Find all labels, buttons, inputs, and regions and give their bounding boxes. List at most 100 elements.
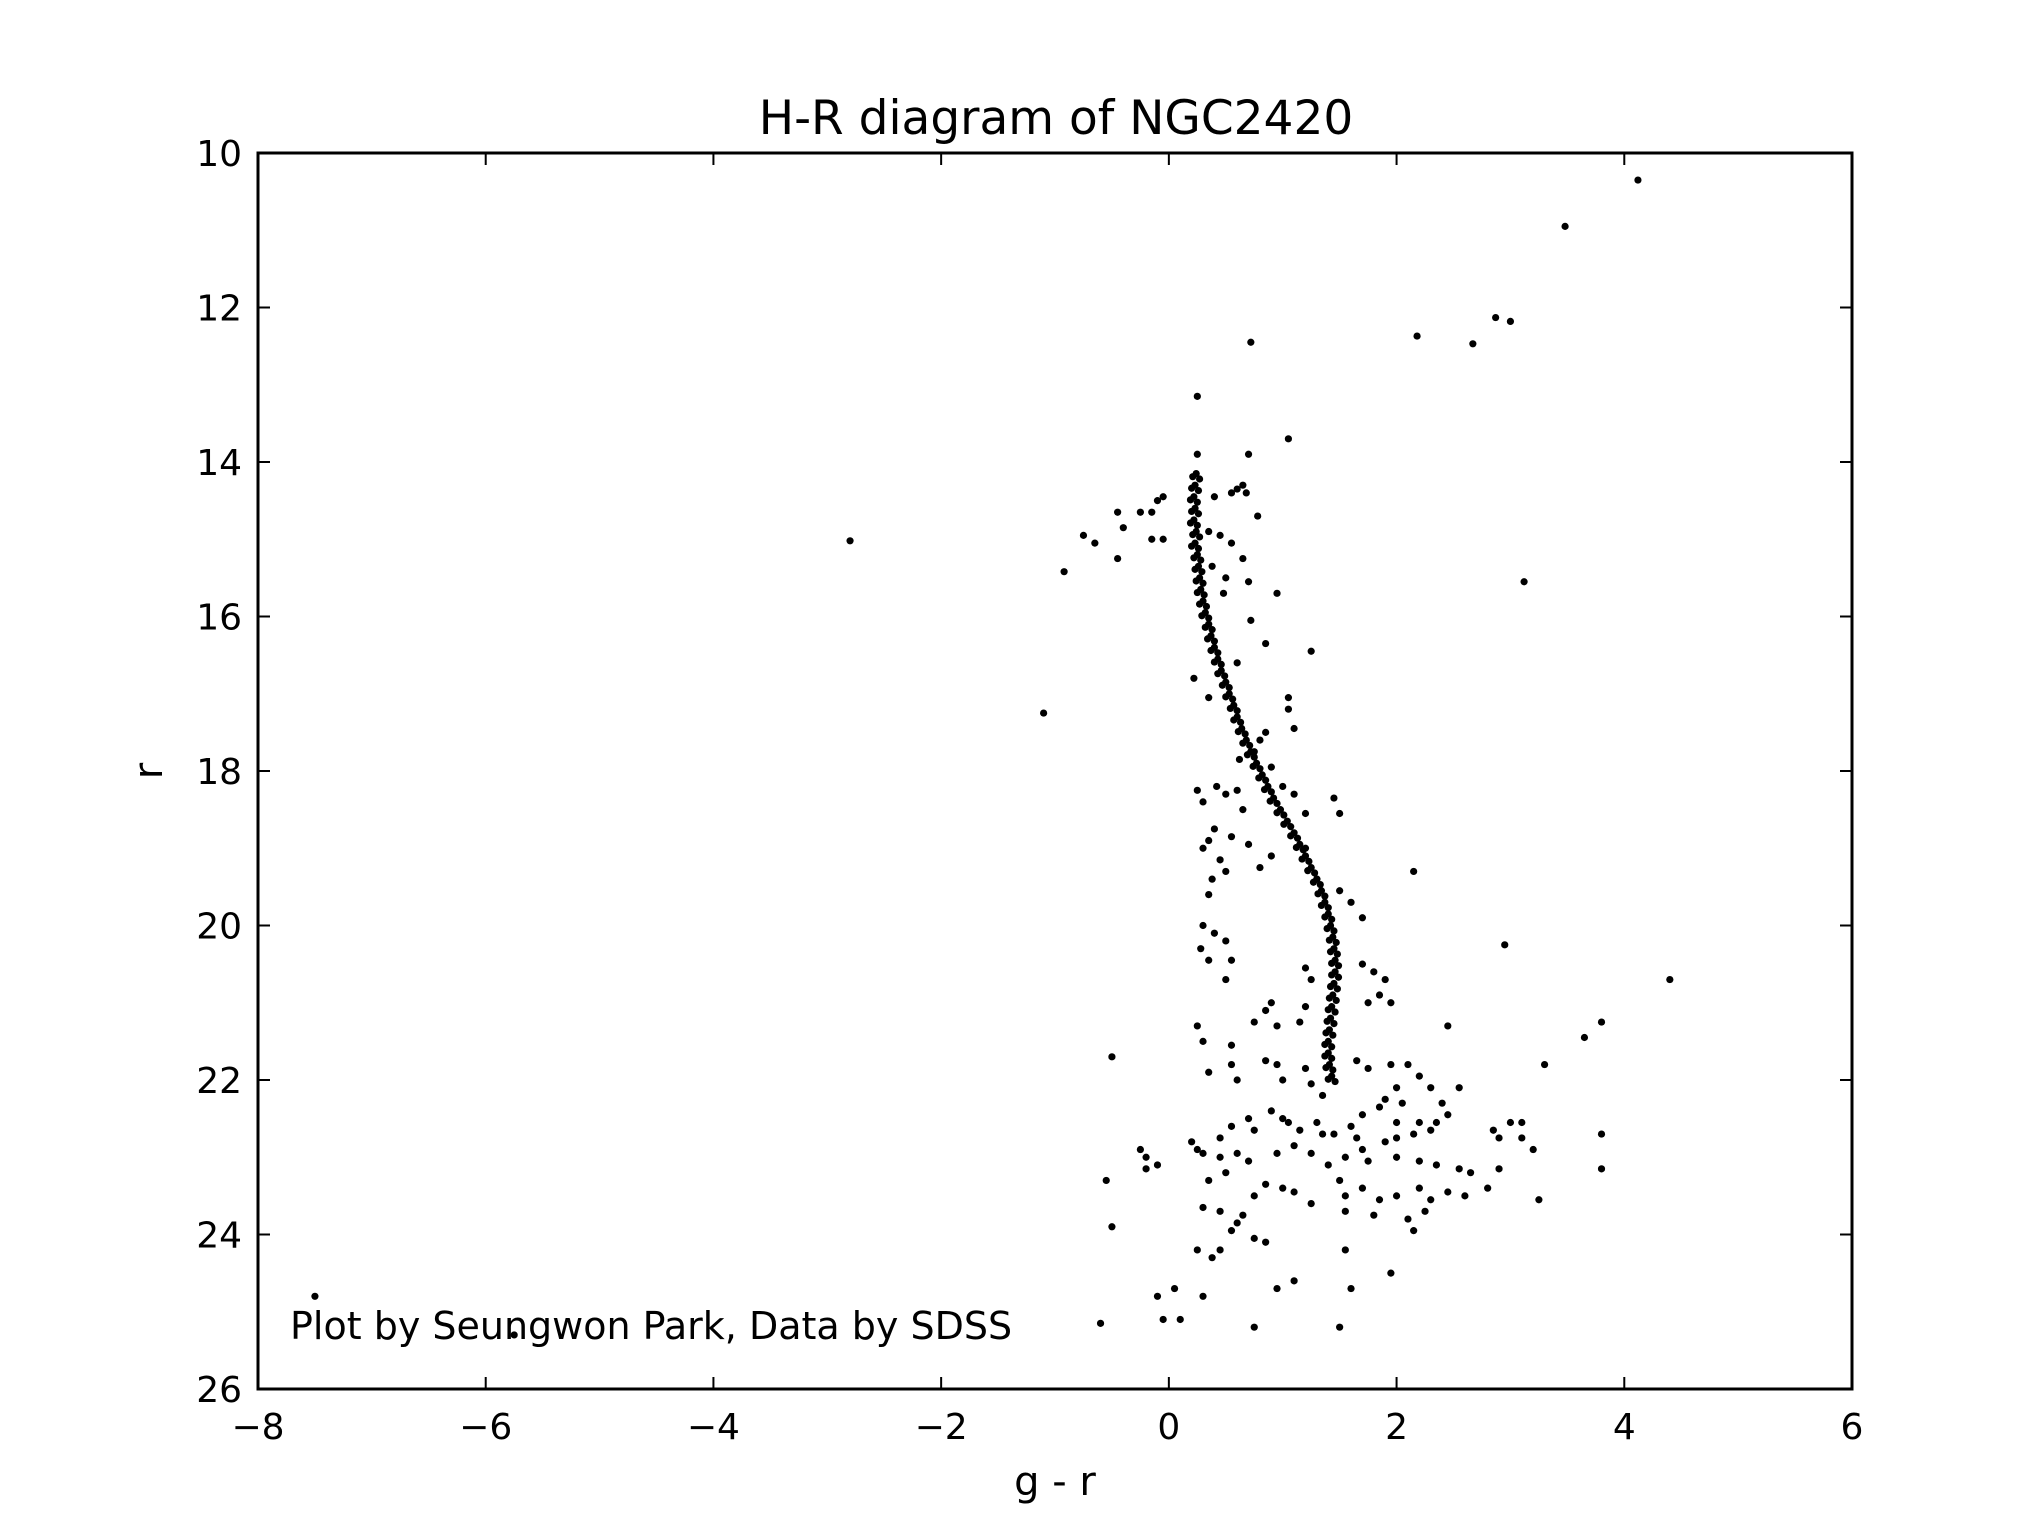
data-point: [1136, 1145, 1144, 1154]
data-point: [1444, 1022, 1452, 1030]
data-point: [1233, 485, 1241, 493]
y-tick-label: 18: [196, 752, 242, 793]
main-sequence-point: [1234, 728, 1242, 736]
main-sequence-point: [1195, 533, 1204, 541]
main-sequence-point: [1236, 718, 1245, 726]
data-point: [1529, 1145, 1537, 1154]
data-point: [1495, 1165, 1503, 1173]
data-point: [1358, 1184, 1367, 1192]
data-point: [1142, 1165, 1150, 1173]
data-point: [1336, 809, 1344, 818]
data-point: [1233, 786, 1241, 794]
main-sequence-point: [1280, 820, 1288, 828]
data-point: [1427, 1084, 1435, 1092]
data-point: [1375, 1196, 1384, 1204]
y-tick-label: 26: [196, 1370, 242, 1411]
data-point: [1208, 562, 1216, 570]
data-point: [1199, 921, 1207, 930]
data-point: [1330, 794, 1338, 802]
data-point: [1455, 1084, 1463, 1092]
data-point: [1254, 512, 1262, 520]
data-point: [1273, 1022, 1281, 1030]
data-point: [1262, 1238, 1270, 1246]
credit-annotation: Plot by Seungwon Park, Data by SDSS: [290, 1304, 1012, 1348]
chart-title: H-R diagram of NGC2420: [759, 91, 1354, 146]
data-point: [1242, 489, 1250, 497]
data-point: [1273, 1284, 1281, 1293]
main-sequence-point: [1267, 788, 1275, 796]
main-sequence-point: [1314, 890, 1322, 898]
data-point: [1404, 1215, 1412, 1223]
main-sequence-point: [1328, 1043, 1336, 1051]
data-point: [1279, 1076, 1287, 1084]
data-point: [1284, 705, 1293, 713]
data-point: [1290, 1142, 1298, 1150]
data-point: [1387, 1060, 1395, 1069]
data-point: [1176, 1315, 1184, 1324]
data-point: [1216, 1153, 1224, 1161]
main-sequence-point: [1316, 880, 1324, 889]
data-point: [1216, 1134, 1224, 1142]
main-sequence-point: [1322, 1064, 1330, 1072]
main-sequence-point: [1326, 982, 1335, 991]
data-point: [1290, 790, 1298, 798]
main-sequence-point: [1229, 695, 1237, 703]
main-sequence-point: [1287, 832, 1295, 840]
data-point: [1392, 1084, 1401, 1092]
main-sequence-point: [1188, 484, 1196, 492]
data-point: [1415, 1072, 1423, 1080]
data-point: [1205, 891, 1213, 899]
data-point: [1108, 1053, 1116, 1061]
data-point: [1250, 1234, 1258, 1242]
data-point: [1208, 1254, 1216, 1262]
main-sequence-point: [1218, 681, 1226, 689]
main-sequence-point: [1304, 867, 1312, 875]
data-point: [1392, 1118, 1401, 1127]
data-point: [1216, 1207, 1224, 1215]
main-sequence-point: [1198, 568, 1206, 576]
main-sequence-point: [1332, 996, 1340, 1005]
main-sequence-point: [1331, 1008, 1339, 1016]
data-point: [846, 537, 854, 545]
data-point: [1561, 222, 1569, 230]
main-sequence-point: [1287, 823, 1295, 831]
main-sequence-point: [1262, 776, 1270, 784]
data-point: [1273, 1060, 1281, 1069]
data-point: [1247, 616, 1255, 624]
x-axis-label: g - r: [1014, 1459, 1096, 1505]
data-point: [1540, 1060, 1549, 1069]
main-sequence-point: [1198, 612, 1206, 620]
data-point: [1413, 332, 1421, 340]
main-sequence-point: [1249, 762, 1257, 770]
data-point: [1159, 535, 1167, 543]
main-sequence-point: [1210, 658, 1218, 666]
main-sequence-point: [1324, 1006, 1332, 1014]
data-point: [1484, 1184, 1492, 1192]
data-point: [1410, 1130, 1418, 1138]
data-point: [1262, 1180, 1270, 1188]
data-point: [1341, 1153, 1349, 1161]
main-sequence-point: [1193, 521, 1201, 529]
x-tick-label: −2: [915, 1407, 968, 1448]
data-point: [1250, 1018, 1258, 1026]
main-sequence-point: [1188, 542, 1196, 550]
data-point: [1060, 568, 1068, 576]
data-point: [1501, 941, 1509, 949]
data-point: [1148, 508, 1156, 516]
main-sequence-point: [1260, 785, 1269, 794]
data-point: [1239, 481, 1247, 489]
main-sequence-point: [1194, 486, 1203, 495]
data-point: [1307, 1080, 1315, 1088]
main-sequence-point: [1221, 672, 1229, 680]
data-point: [1432, 1118, 1441, 1127]
data-point: [1336, 1323, 1344, 1331]
data-point: [1313, 1118, 1321, 1127]
data-point: [1148, 535, 1156, 543]
data-point: [1170, 1284, 1179, 1293]
data-point: [1222, 574, 1230, 582]
data-point: [1387, 999, 1395, 1007]
data-point: [1193, 392, 1201, 400]
data-point: [1205, 527, 1213, 536]
main-sequence-point: [1280, 811, 1288, 819]
data-point: [1193, 1246, 1201, 1254]
